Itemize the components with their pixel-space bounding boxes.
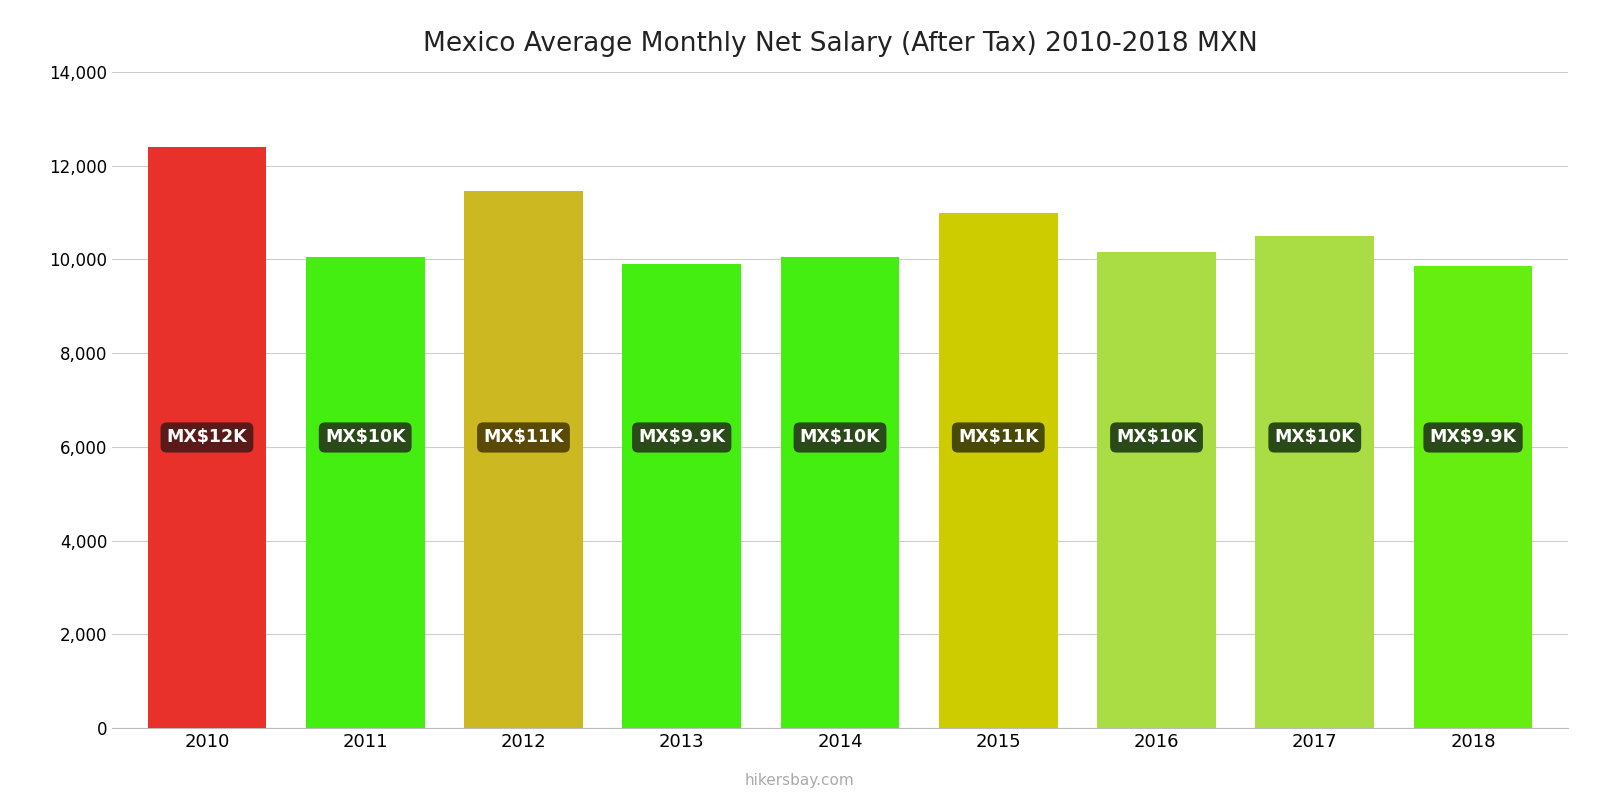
Text: MX$10K: MX$10K (800, 429, 880, 446)
Bar (147, 147, 266, 728)
Text: MX$9.9K: MX$9.9K (638, 429, 725, 446)
Text: hikersbay.com: hikersbay.com (746, 773, 854, 788)
Text: MX$10K: MX$10K (1275, 429, 1355, 446)
Text: MX$11K: MX$11K (483, 429, 563, 446)
Bar (622, 264, 741, 728)
Text: MX$9.9K: MX$9.9K (1429, 429, 1517, 446)
Bar (464, 191, 582, 728)
Bar (781, 257, 899, 728)
Text: MX$10K: MX$10K (325, 429, 405, 446)
Text: MX$12K: MX$12K (166, 429, 248, 446)
Bar (939, 213, 1058, 728)
Title: Mexico Average Monthly Net Salary (After Tax) 2010-2018 MXN: Mexico Average Monthly Net Salary (After… (422, 31, 1258, 57)
Bar (1256, 236, 1374, 728)
Text: MX$11K: MX$11K (958, 429, 1038, 446)
Bar (1414, 266, 1533, 728)
Text: MX$10K: MX$10K (1117, 429, 1197, 446)
Bar (306, 257, 424, 728)
Bar (1098, 253, 1216, 728)
